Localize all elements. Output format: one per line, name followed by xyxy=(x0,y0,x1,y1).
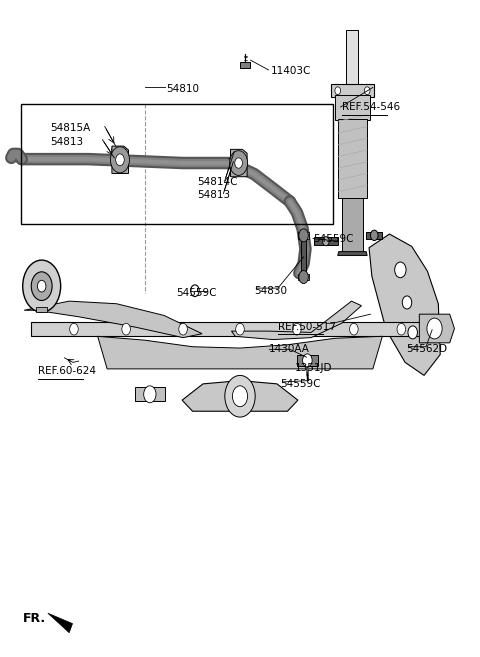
Text: FR.: FR. xyxy=(23,612,46,625)
Circle shape xyxy=(299,229,308,242)
Circle shape xyxy=(225,375,255,417)
Polygon shape xyxy=(369,234,440,375)
Circle shape xyxy=(293,323,301,335)
Text: 54815A: 54815A xyxy=(50,123,90,133)
Polygon shape xyxy=(301,236,306,277)
Circle shape xyxy=(349,323,358,335)
Text: 54559C: 54559C xyxy=(280,379,321,389)
Text: 11403C: 11403C xyxy=(271,66,311,76)
Circle shape xyxy=(302,354,312,367)
Circle shape xyxy=(229,150,248,175)
Text: REF.54-546: REF.54-546 xyxy=(342,102,400,112)
Circle shape xyxy=(235,158,242,168)
Circle shape xyxy=(427,318,442,339)
Polygon shape xyxy=(24,301,202,338)
Polygon shape xyxy=(420,314,455,343)
Polygon shape xyxy=(338,119,367,198)
Polygon shape xyxy=(298,232,309,238)
Circle shape xyxy=(70,323,78,335)
Text: 1430AA: 1430AA xyxy=(268,344,309,354)
Circle shape xyxy=(232,386,248,407)
Circle shape xyxy=(335,87,341,95)
Circle shape xyxy=(110,147,130,173)
Circle shape xyxy=(408,326,418,339)
Text: 1351JD: 1351JD xyxy=(295,363,332,373)
Polygon shape xyxy=(297,355,318,367)
Polygon shape xyxy=(298,275,309,280)
Bar xyxy=(240,62,251,68)
Text: REF.50-517: REF.50-517 xyxy=(278,321,336,332)
Circle shape xyxy=(23,260,60,312)
Polygon shape xyxy=(346,30,358,86)
Bar xyxy=(21,104,333,224)
Circle shape xyxy=(31,272,52,300)
Polygon shape xyxy=(314,237,338,245)
Text: 54813: 54813 xyxy=(197,190,230,200)
Circle shape xyxy=(239,386,251,403)
Polygon shape xyxy=(335,95,370,120)
Polygon shape xyxy=(135,387,165,401)
Text: REF.60-624: REF.60-624 xyxy=(38,366,96,376)
Circle shape xyxy=(37,281,46,292)
Polygon shape xyxy=(231,301,361,340)
Polygon shape xyxy=(342,198,363,252)
Circle shape xyxy=(191,285,199,296)
Polygon shape xyxy=(230,149,247,177)
Circle shape xyxy=(122,323,131,335)
Polygon shape xyxy=(366,232,383,238)
Circle shape xyxy=(299,271,308,284)
Circle shape xyxy=(179,323,187,335)
Text: 54813: 54813 xyxy=(50,137,84,147)
Circle shape xyxy=(402,296,412,309)
Text: 54814C: 54814C xyxy=(197,177,238,187)
Polygon shape xyxy=(112,146,129,173)
Polygon shape xyxy=(36,307,48,312)
Text: 54830: 54830 xyxy=(254,286,287,296)
Text: 54559C: 54559C xyxy=(176,288,216,298)
Polygon shape xyxy=(182,380,298,411)
Circle shape xyxy=(144,386,156,403)
Polygon shape xyxy=(331,84,374,97)
Circle shape xyxy=(364,87,370,95)
Polygon shape xyxy=(31,322,425,336)
Polygon shape xyxy=(48,613,72,633)
Circle shape xyxy=(236,323,244,335)
Text: 54559C: 54559C xyxy=(313,234,354,244)
Polygon shape xyxy=(338,252,367,256)
Circle shape xyxy=(371,230,378,240)
Text: 54562D: 54562D xyxy=(406,344,447,354)
Text: 54810: 54810 xyxy=(167,84,200,94)
Circle shape xyxy=(397,323,406,335)
Circle shape xyxy=(395,262,406,278)
Circle shape xyxy=(323,237,329,246)
Polygon shape xyxy=(229,387,260,401)
Polygon shape xyxy=(97,336,383,369)
Circle shape xyxy=(116,154,124,166)
